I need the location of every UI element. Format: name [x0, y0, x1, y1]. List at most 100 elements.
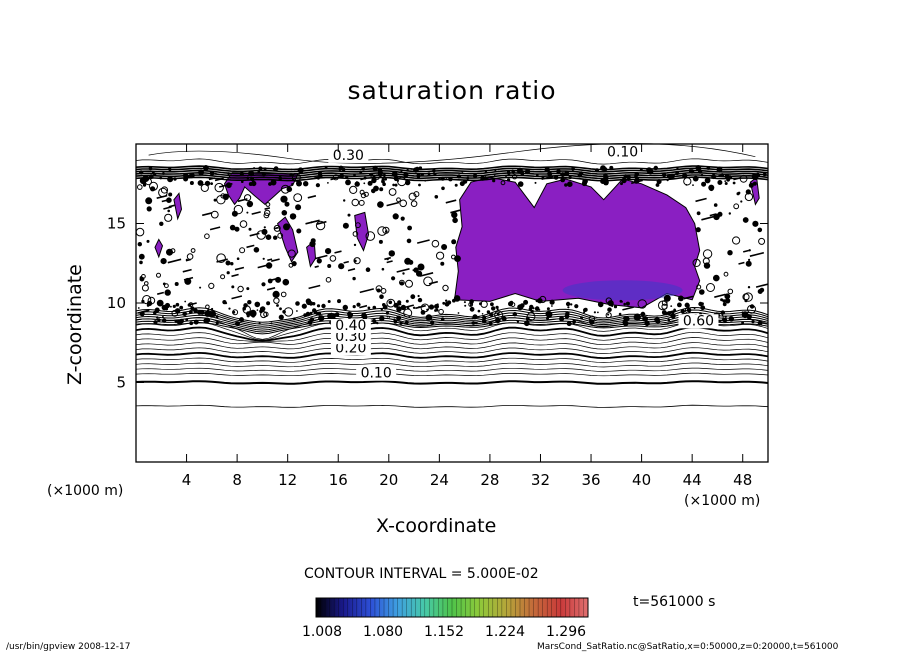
contour-blob	[559, 316, 565, 322]
contour-blob	[745, 260, 752, 267]
contour-blob	[716, 166, 723, 173]
contour-blob	[257, 170, 261, 173]
contour-fragment	[445, 199, 457, 204]
contour-blob	[263, 167, 267, 171]
contour-blob	[138, 253, 145, 260]
contour-fragment	[231, 295, 243, 300]
contour-blob	[338, 263, 345, 270]
contour-blob	[717, 211, 723, 217]
contour-blob	[711, 174, 716, 180]
contour-label: 0.20	[335, 340, 366, 356]
contour-label: 0.60	[683, 313, 714, 329]
contour-blob	[406, 238, 412, 244]
contour-blob	[280, 195, 288, 203]
contour-blob	[307, 320, 313, 325]
contour-label-bg	[330, 341, 371, 356]
contour-blob	[393, 320, 398, 324]
contour-blob	[536, 173, 539, 177]
contour-ring	[292, 173, 301, 182]
contour-ring	[237, 285, 244, 293]
contour-blob	[728, 316, 734, 322]
contour-blob	[525, 320, 530, 325]
contour-blob	[744, 299, 748, 303]
contour-blob	[206, 320, 209, 323]
contour-blob	[477, 309, 481, 313]
contour-blob	[222, 193, 229, 200]
contour-blob	[607, 300, 614, 307]
contour-fragment	[396, 268, 410, 273]
contour-blob	[722, 317, 728, 323]
x-tick-label: 4	[182, 471, 192, 489]
contour-blob	[214, 172, 217, 175]
contour-blob	[493, 174, 496, 176]
contour-blob	[678, 304, 682, 307]
contour-blob	[262, 257, 265, 260]
contour-blob	[549, 299, 555, 305]
contour-blob	[706, 166, 711, 170]
contour-blob	[724, 180, 727, 183]
contour-blob	[388, 300, 393, 305]
contour-blob	[597, 311, 599, 314]
contour-blob	[442, 301, 446, 305]
contour-blob	[656, 179, 662, 185]
contour-ring	[291, 213, 297, 219]
contour-blob	[405, 179, 411, 186]
contour-blob	[600, 165, 606, 172]
contour-blob	[396, 315, 402, 321]
contour-ring	[358, 199, 365, 206]
x-tick-label: 8	[232, 471, 242, 489]
contour-fragment	[622, 306, 634, 311]
contour-blob	[278, 314, 284, 320]
contour-blob	[642, 316, 648, 322]
contour-fragment	[428, 280, 438, 285]
contour-blob	[367, 306, 371, 310]
contour-ring	[277, 232, 284, 239]
contour-blob	[273, 166, 279, 171]
contour-blob	[611, 304, 614, 307]
contour-blob	[248, 182, 253, 186]
contour-blob	[188, 310, 193, 314]
contour-ring	[287, 249, 296, 258]
contour-blob	[520, 172, 525, 176]
contour-ring	[216, 253, 226, 264]
contour-ring	[431, 239, 440, 248]
contour-blob	[479, 302, 482, 306]
contour-ring	[137, 184, 143, 190]
contour-blob	[621, 177, 627, 184]
contour-ring	[190, 248, 196, 253]
contour-blob	[234, 226, 240, 232]
contour-blob	[206, 309, 210, 313]
contour-blob	[146, 239, 150, 243]
contour-blob	[571, 166, 575, 171]
contour-ring	[360, 192, 367, 199]
contour-blob	[567, 306, 570, 309]
contour-ring	[164, 283, 169, 289]
contour-fragment	[264, 207, 271, 210]
contour-blob	[168, 192, 173, 197]
contour-blob	[597, 301, 604, 308]
x-unit-label-left: (×1000 m)	[47, 483, 124, 499]
contour-fragment	[167, 258, 182, 264]
contour-blob	[184, 300, 187, 303]
contour-blob	[378, 239, 383, 244]
contour-ring	[141, 284, 149, 292]
contour-blob	[231, 285, 235, 289]
contour-blob	[724, 182, 728, 185]
contour-blob	[321, 303, 326, 309]
contour-blob	[394, 174, 398, 178]
contour-blob	[742, 217, 749, 223]
contour-blob	[228, 307, 231, 310]
contour-blob	[425, 314, 433, 321]
contour-blob	[512, 312, 517, 317]
contour-ring	[280, 291, 287, 298]
contour-blob	[383, 172, 386, 176]
contour-blob	[246, 287, 250, 291]
cloud-contour-clutter	[135, 165, 769, 327]
contour-blob	[704, 177, 711, 184]
contour-blob	[418, 183, 421, 187]
contour-fragment	[273, 226, 279, 230]
contour-blob	[570, 303, 573, 306]
contour-blob	[523, 299, 529, 305]
contour-blob	[362, 314, 368, 320]
contour-blob	[748, 182, 754, 188]
